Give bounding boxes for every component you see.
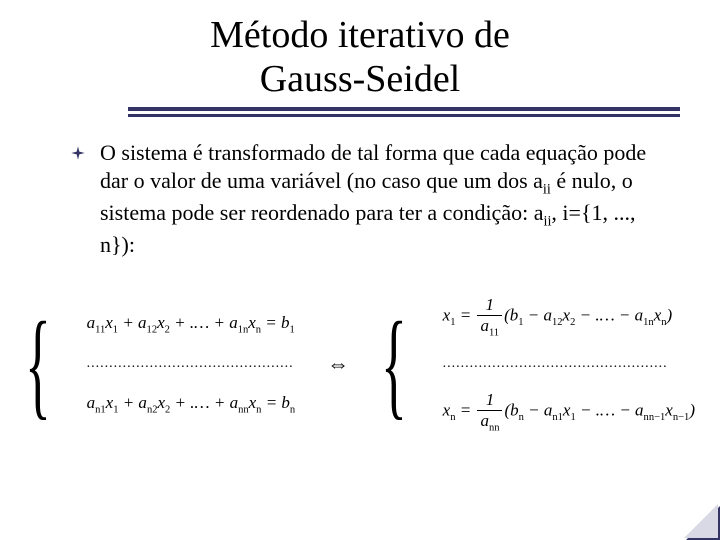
r1p1: (b [504, 305, 518, 324]
l1t6: x [248, 313, 256, 332]
title-block: Método iterativo de Gauss-Seidel [0, 0, 720, 101]
bt-sub1: ii [543, 181, 551, 197]
l1t5: + .… + a [170, 313, 238, 332]
title-underline-thin [128, 114, 680, 117]
equations-block: { a11x1 + a12x2 + .… + a1nxn = b1 ......… [25, 289, 695, 440]
r2p6: ) [689, 401, 695, 420]
r1da: a [480, 316, 489, 335]
r1num: 1 [477, 295, 502, 315]
r2da: a [480, 411, 489, 430]
r1ps2: 12 [552, 317, 563, 328]
equations-right: { x1 = 1a11(b1 − a12x2 − .… − a1nxn) ...… [381, 289, 695, 440]
left-eq-n: an1x1 + an2x2 + .… + annxn = bn [87, 393, 296, 415]
l2t3: + a [118, 393, 146, 412]
l1t7: = b [261, 313, 289, 332]
l1t3: + a [118, 313, 146, 332]
right-rows: x1 = 1a11(b1 − a12x2 − .… − a1nxn) .....… [443, 289, 695, 440]
l2t4: x [157, 393, 165, 412]
bullet-text: O sistema é transformado de tal forma qu… [100, 139, 665, 259]
left-brace-1: { [25, 307, 51, 421]
r2p1: (b [504, 401, 518, 420]
l1s3: 12 [147, 325, 158, 336]
r2frac: 1ann [477, 390, 502, 433]
right-eq-1: x1 = 1a11(b1 − a12x2 − .… − a1nxn) [443, 295, 695, 338]
r2den: ann [477, 410, 502, 433]
l2s7: n [290, 404, 295, 415]
r1eq: = [455, 305, 475, 324]
title-line-1: Método iterativo de [210, 14, 510, 56]
l1s1: 11 [95, 325, 105, 336]
l2t5: + .… + a [170, 393, 238, 412]
r1p6: ) [667, 305, 673, 324]
l2s5: nn [238, 404, 249, 415]
r1p4: − .… − a [575, 305, 643, 324]
right-dots: ........................................… [443, 356, 695, 372]
l2t7: = b [261, 393, 289, 412]
title-line-2: Gauss-Seidel [260, 58, 461, 100]
r2p2: − a [524, 401, 552, 420]
r2ds: nn [489, 423, 500, 434]
body-block: O sistema é transformado de tal forma qu… [70, 139, 665, 259]
equiv-arrow: ⇔ [319, 351, 357, 377]
r2eq: = [455, 401, 475, 420]
slide-title: Método iterativo de Gauss-Seidel [210, 14, 510, 101]
title-underline-thick [128, 107, 680, 111]
star-icon [70, 145, 86, 161]
l2s3: n2 [147, 404, 158, 415]
l1s7: 1 [290, 325, 295, 336]
l1s5: 1n [238, 325, 249, 336]
r1ps4: 1n [643, 317, 654, 328]
r2ps2: n1 [552, 412, 563, 423]
left-brace-2: { [381, 307, 407, 421]
left-rows: a11x1 + a12x2 + .… + a1nxn = b1 ........… [87, 307, 296, 421]
r1frac: 1a11 [477, 295, 502, 338]
l2s1: n1 [95, 404, 106, 415]
r2p4: − .… − a [576, 401, 644, 420]
r1p2: − a [524, 305, 552, 324]
l1t1: a [87, 313, 96, 332]
left-dots: ........................................… [87, 356, 296, 372]
l1t2: x [105, 313, 113, 332]
bullet-row: O sistema é transformado de tal forma qu… [70, 139, 665, 259]
left-eq-1: a11x1 + a12x2 + .… + a1nxn = b1 [87, 313, 296, 335]
l1t4: x [157, 313, 165, 332]
r2ps5: n−1 [673, 412, 689, 423]
r2ps4: nn−1 [644, 412, 666, 423]
equations-left: { a11x1 + a12x2 + .… + a1nxn = b1 ......… [25, 307, 295, 421]
r1p3: x [563, 305, 571, 324]
r2num: 1 [477, 390, 502, 410]
l2t1: a [87, 393, 96, 412]
r1den: a11 [477, 315, 502, 338]
corner-fold-icon [686, 506, 720, 540]
r2p5: x [665, 401, 673, 420]
r1ds: 11 [489, 327, 499, 338]
right-eq-n: xn = 1ann(bn − an1x1 − .… − ann−1xn−1) [443, 390, 695, 433]
